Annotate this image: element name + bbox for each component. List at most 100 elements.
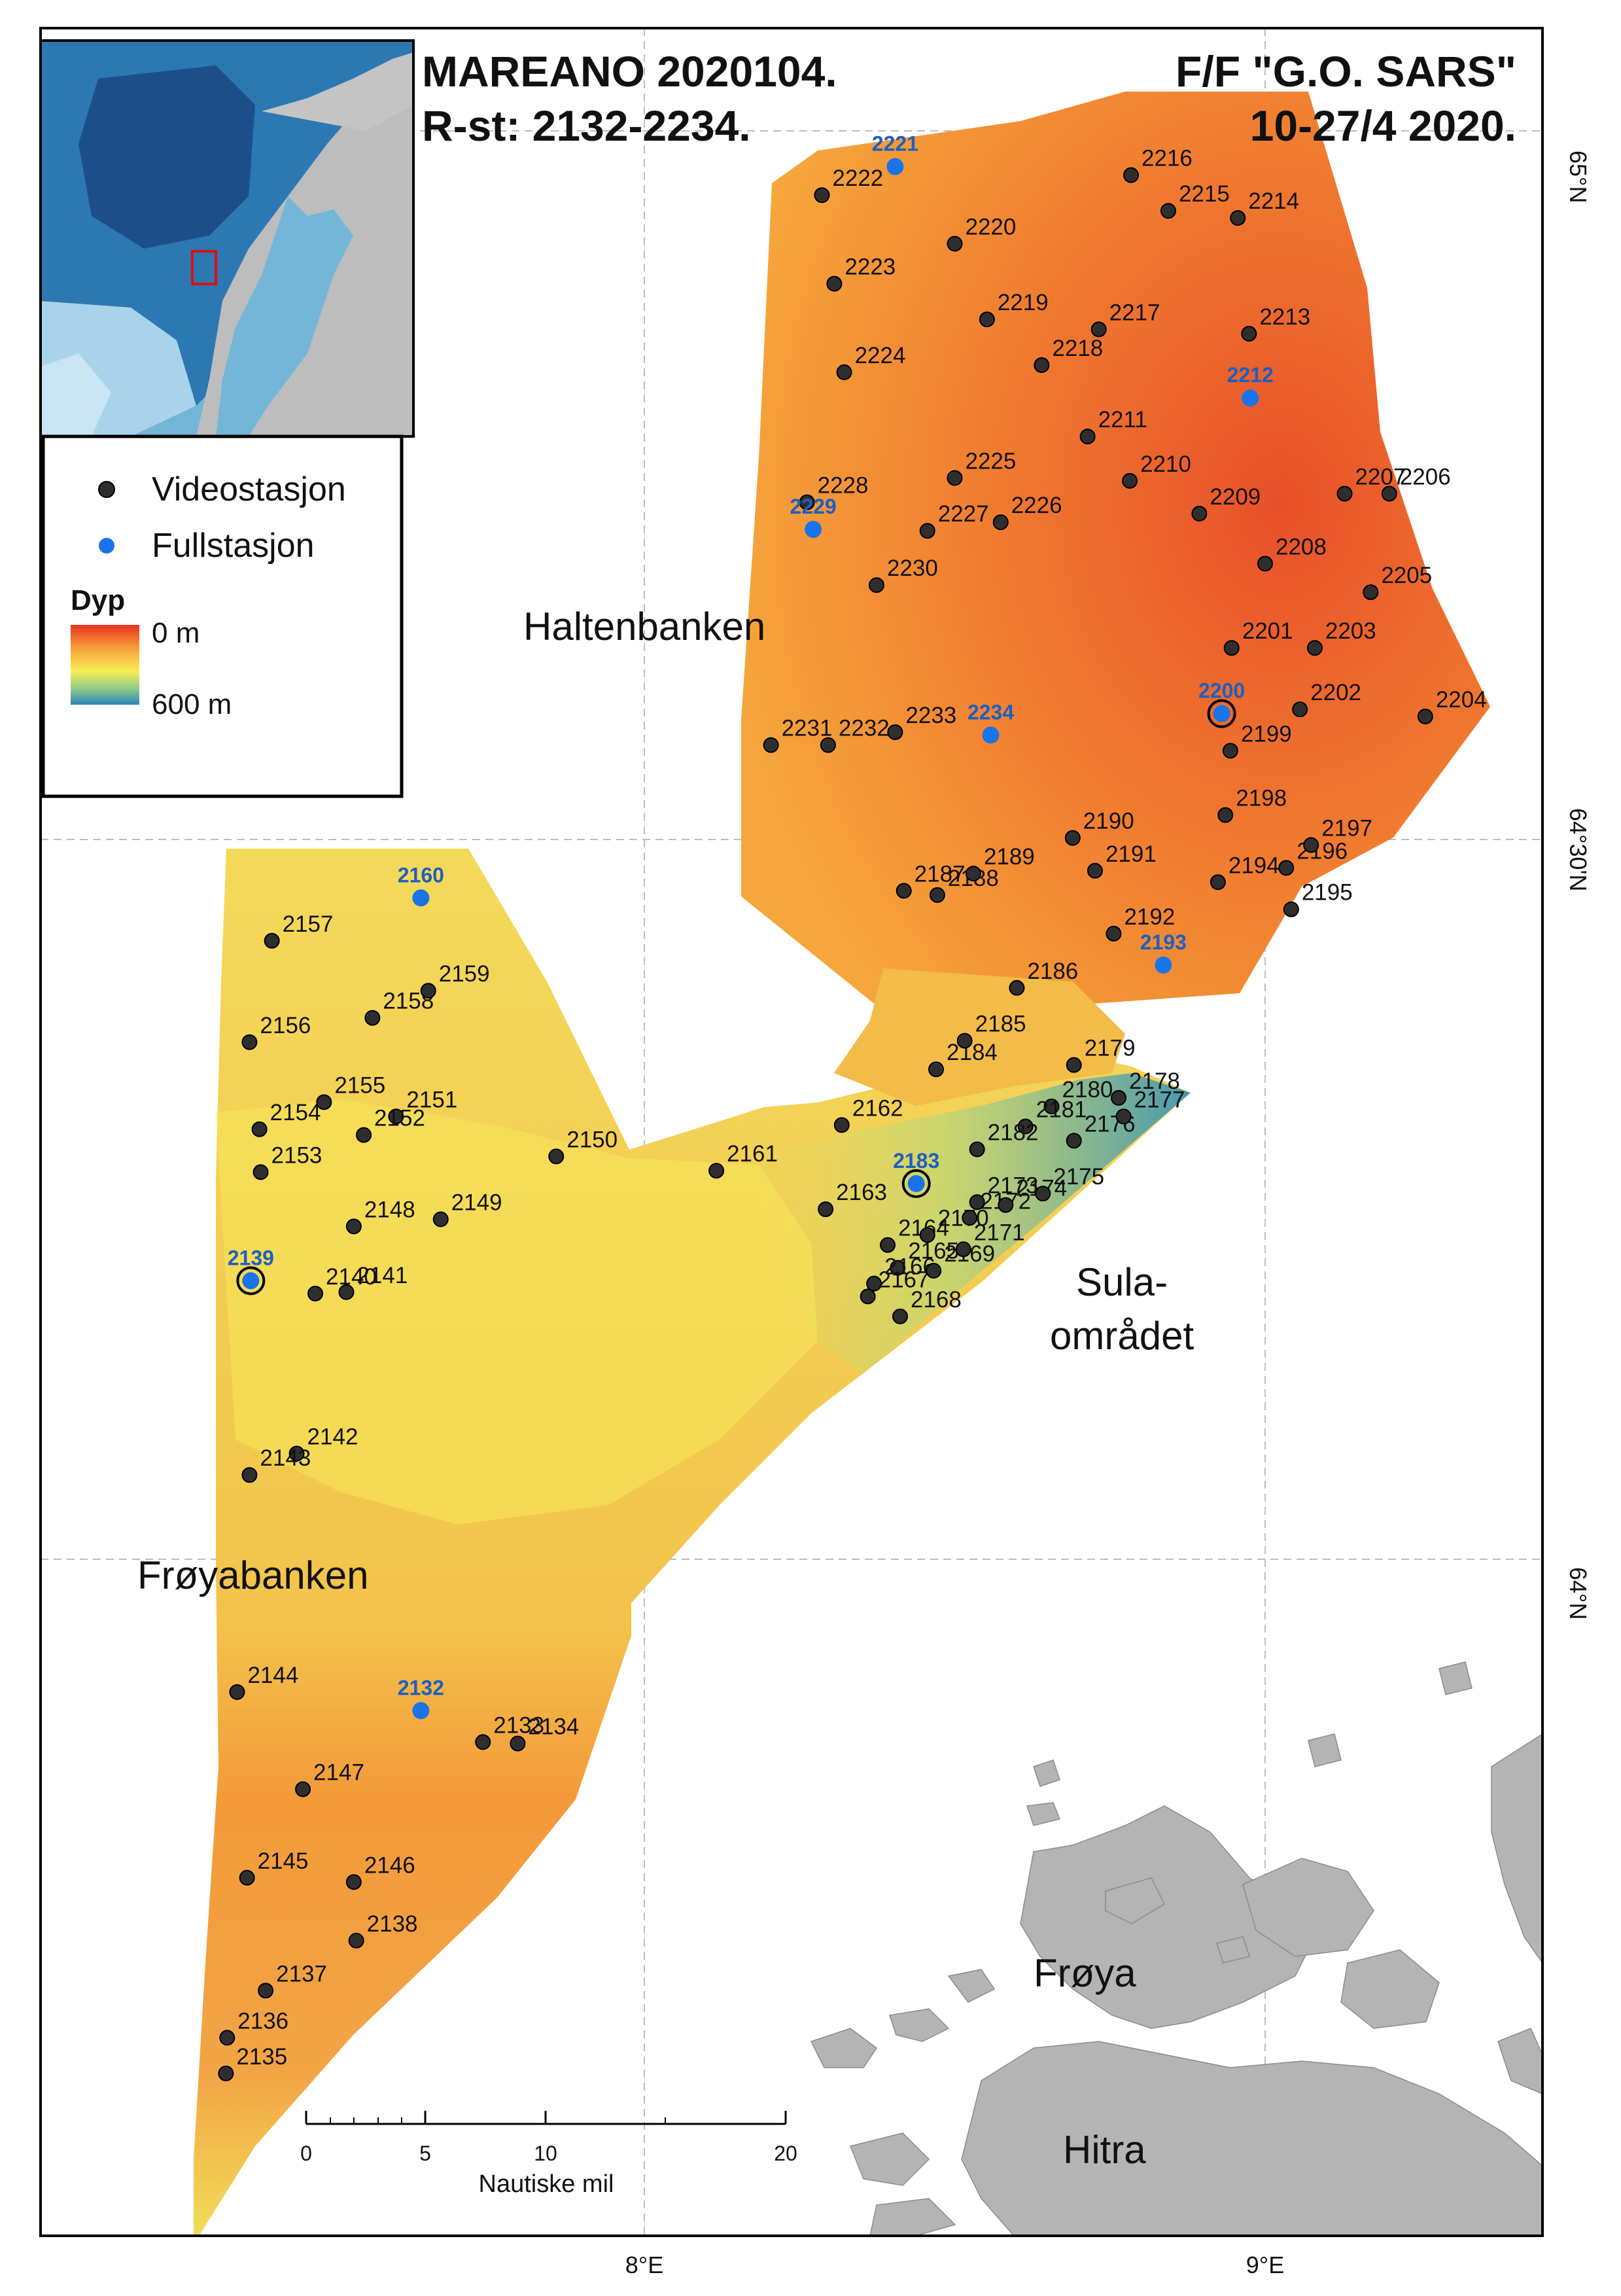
station-2137[interactable]: 2137	[258, 1961, 327, 1999]
video-station-marker[interactable]	[1123, 167, 1140, 183]
station-2200[interactable]: 2200	[1198, 679, 1245, 728]
station-2180[interactable]: 2180	[1043, 1077, 1113, 1114]
station-2224[interactable]: 2224	[836, 343, 906, 380]
video-station-marker[interactable]	[229, 1684, 245, 1701]
station-2145[interactable]: 2145	[239, 1848, 309, 1886]
station-2210[interactable]: 2210	[1122, 451, 1191, 489]
station-2153[interactable]: 2153	[253, 1142, 322, 1180]
station-2201[interactable]: 2201	[1223, 618, 1293, 656]
station-2199[interactable]: 2199	[1222, 721, 1292, 759]
station-2230[interactable]: 2230	[868, 556, 938, 593]
video-station-marker[interactable]	[258, 1983, 274, 1999]
station-2202[interactable]: 2202	[1292, 680, 1361, 718]
video-station-marker[interactable]	[892, 1308, 908, 1324]
video-station-marker[interactable]	[1210, 874, 1226, 891]
video-station-marker[interactable]	[348, 1932, 364, 1949]
video-station-marker[interactable]	[1079, 429, 1096, 445]
full-station-marker[interactable]	[242, 1272, 260, 1290]
video-station-marker[interactable]	[836, 364, 852, 380]
station-2154[interactable]: 2154	[251, 1100, 321, 1137]
station-2160[interactable]: 2160	[398, 863, 444, 907]
video-station-marker[interactable]	[1222, 743, 1238, 759]
video-station-marker[interactable]	[947, 470, 963, 486]
station-2138[interactable]: 2138	[348, 1911, 418, 1949]
video-station-marker[interactable]	[307, 1285, 324, 1301]
station-2211[interactable]: 2211	[1079, 407, 1147, 445]
station-2155[interactable]: 2155	[316, 1072, 385, 1110]
station-2234[interactable]: 2234	[967, 700, 1014, 744]
video-station-marker[interactable]	[1066, 1133, 1082, 1149]
video-station-marker[interactable]	[998, 1197, 1014, 1213]
full-station-marker[interactable]	[805, 521, 822, 539]
video-station-marker[interactable]	[1417, 709, 1433, 725]
video-station-marker[interactable]	[887, 724, 903, 741]
station-2189[interactable]: 2189	[965, 844, 1035, 882]
station-2146[interactable]: 2146	[345, 1852, 415, 1890]
video-station-marker[interactable]	[896, 883, 912, 899]
full-station-marker[interactable]	[412, 889, 430, 907]
station-2144[interactable]: 2144	[229, 1663, 298, 1701]
video-station-marker[interactable]	[1306, 640, 1323, 656]
video-station-marker[interactable]	[929, 887, 945, 903]
station-2139[interactable]: 2139	[228, 1246, 274, 1296]
video-station-marker[interactable]	[241, 1467, 258, 1483]
video-station-marker[interactable]	[288, 1445, 305, 1462]
station-2175[interactable]: 2175	[1035, 1164, 1104, 1202]
video-station-marker[interactable]	[969, 1194, 985, 1210]
video-station-marker[interactable]	[818, 1201, 834, 1218]
video-station-marker[interactable]	[420, 983, 436, 999]
station-2177[interactable]: 2177	[1115, 1087, 1185, 1125]
station-2206[interactable]: 2206	[1381, 464, 1451, 502]
video-station-marker[interactable]	[1257, 556, 1273, 572]
station-2207[interactable]: 2207	[1336, 464, 1406, 502]
video-station-marker[interactable]	[926, 1263, 942, 1279]
video-station-marker[interactable]	[1363, 584, 1379, 601]
video-station-marker[interactable]	[763, 737, 779, 753]
full-station-marker[interactable]	[1242, 389, 1259, 407]
video-station-marker[interactable]	[880, 1237, 896, 1253]
station-2141[interactable]: 2141	[338, 1263, 408, 1300]
station-2216[interactable]: 2216	[1123, 146, 1193, 183]
video-station-marker[interactable]	[1283, 901, 1299, 917]
video-station-marker[interactable]	[928, 1061, 945, 1078]
video-station-marker[interactable]	[364, 1010, 381, 1026]
station-2168[interactable]: 2168	[892, 1287, 962, 1324]
full-station-marker[interactable]	[1213, 705, 1230, 722]
station-2190[interactable]: 2190	[1064, 809, 1134, 846]
video-station-marker[interactable]	[219, 2030, 235, 2046]
station-2149[interactable]: 2149	[432, 1190, 502, 1227]
video-station-marker[interactable]	[1292, 701, 1308, 718]
station-2195[interactable]: 2195	[1283, 880, 1353, 917]
video-station-marker[interactable]	[868, 577, 884, 593]
video-station-marker[interactable]	[345, 1874, 362, 1890]
station-2233[interactable]: 2233	[887, 703, 956, 741]
full-station-marker[interactable]	[886, 158, 904, 175]
video-station-marker[interactable]	[510, 1735, 526, 1752]
video-station-marker[interactable]	[947, 236, 963, 252]
video-station-marker[interactable]	[1087, 862, 1103, 879]
video-station-marker[interactable]	[251, 1121, 268, 1137]
video-station-marker[interactable]	[1066, 1057, 1082, 1073]
station-2148[interactable]: 2148	[345, 1197, 415, 1235]
station-2159[interactable]: 2159	[420, 961, 490, 999]
station-2165[interactable]: 2165	[890, 1239, 959, 1276]
station-2217[interactable]: 2217	[1090, 300, 1160, 338]
video-station-marker[interactable]	[1381, 486, 1397, 502]
video-station-marker[interactable]	[814, 187, 830, 203]
station-2184[interactable]: 2184	[928, 1040, 998, 1078]
video-station-marker[interactable]	[295, 1781, 311, 1797]
station-2215[interactable]: 2215	[1160, 181, 1230, 219]
video-station-marker[interactable]	[218, 2065, 234, 2081]
video-station-marker[interactable]	[1191, 506, 1208, 522]
video-station-marker[interactable]	[1090, 321, 1107, 338]
video-station-marker[interactable]	[1017, 1118, 1034, 1135]
station-2147[interactable]: 2147	[295, 1759, 364, 1797]
station-2212[interactable]: 2212	[1227, 363, 1274, 407]
full-station-marker[interactable]	[412, 1702, 430, 1720]
station-2221[interactable]: 2221	[872, 132, 918, 175]
video-station-marker[interactable]	[432, 1211, 449, 1227]
full-station-marker[interactable]	[907, 1174, 925, 1192]
video-station-marker[interactable]	[799, 494, 815, 510]
station-2209[interactable]: 2209	[1191, 484, 1261, 522]
video-station-marker[interactable]	[1160, 203, 1176, 219]
